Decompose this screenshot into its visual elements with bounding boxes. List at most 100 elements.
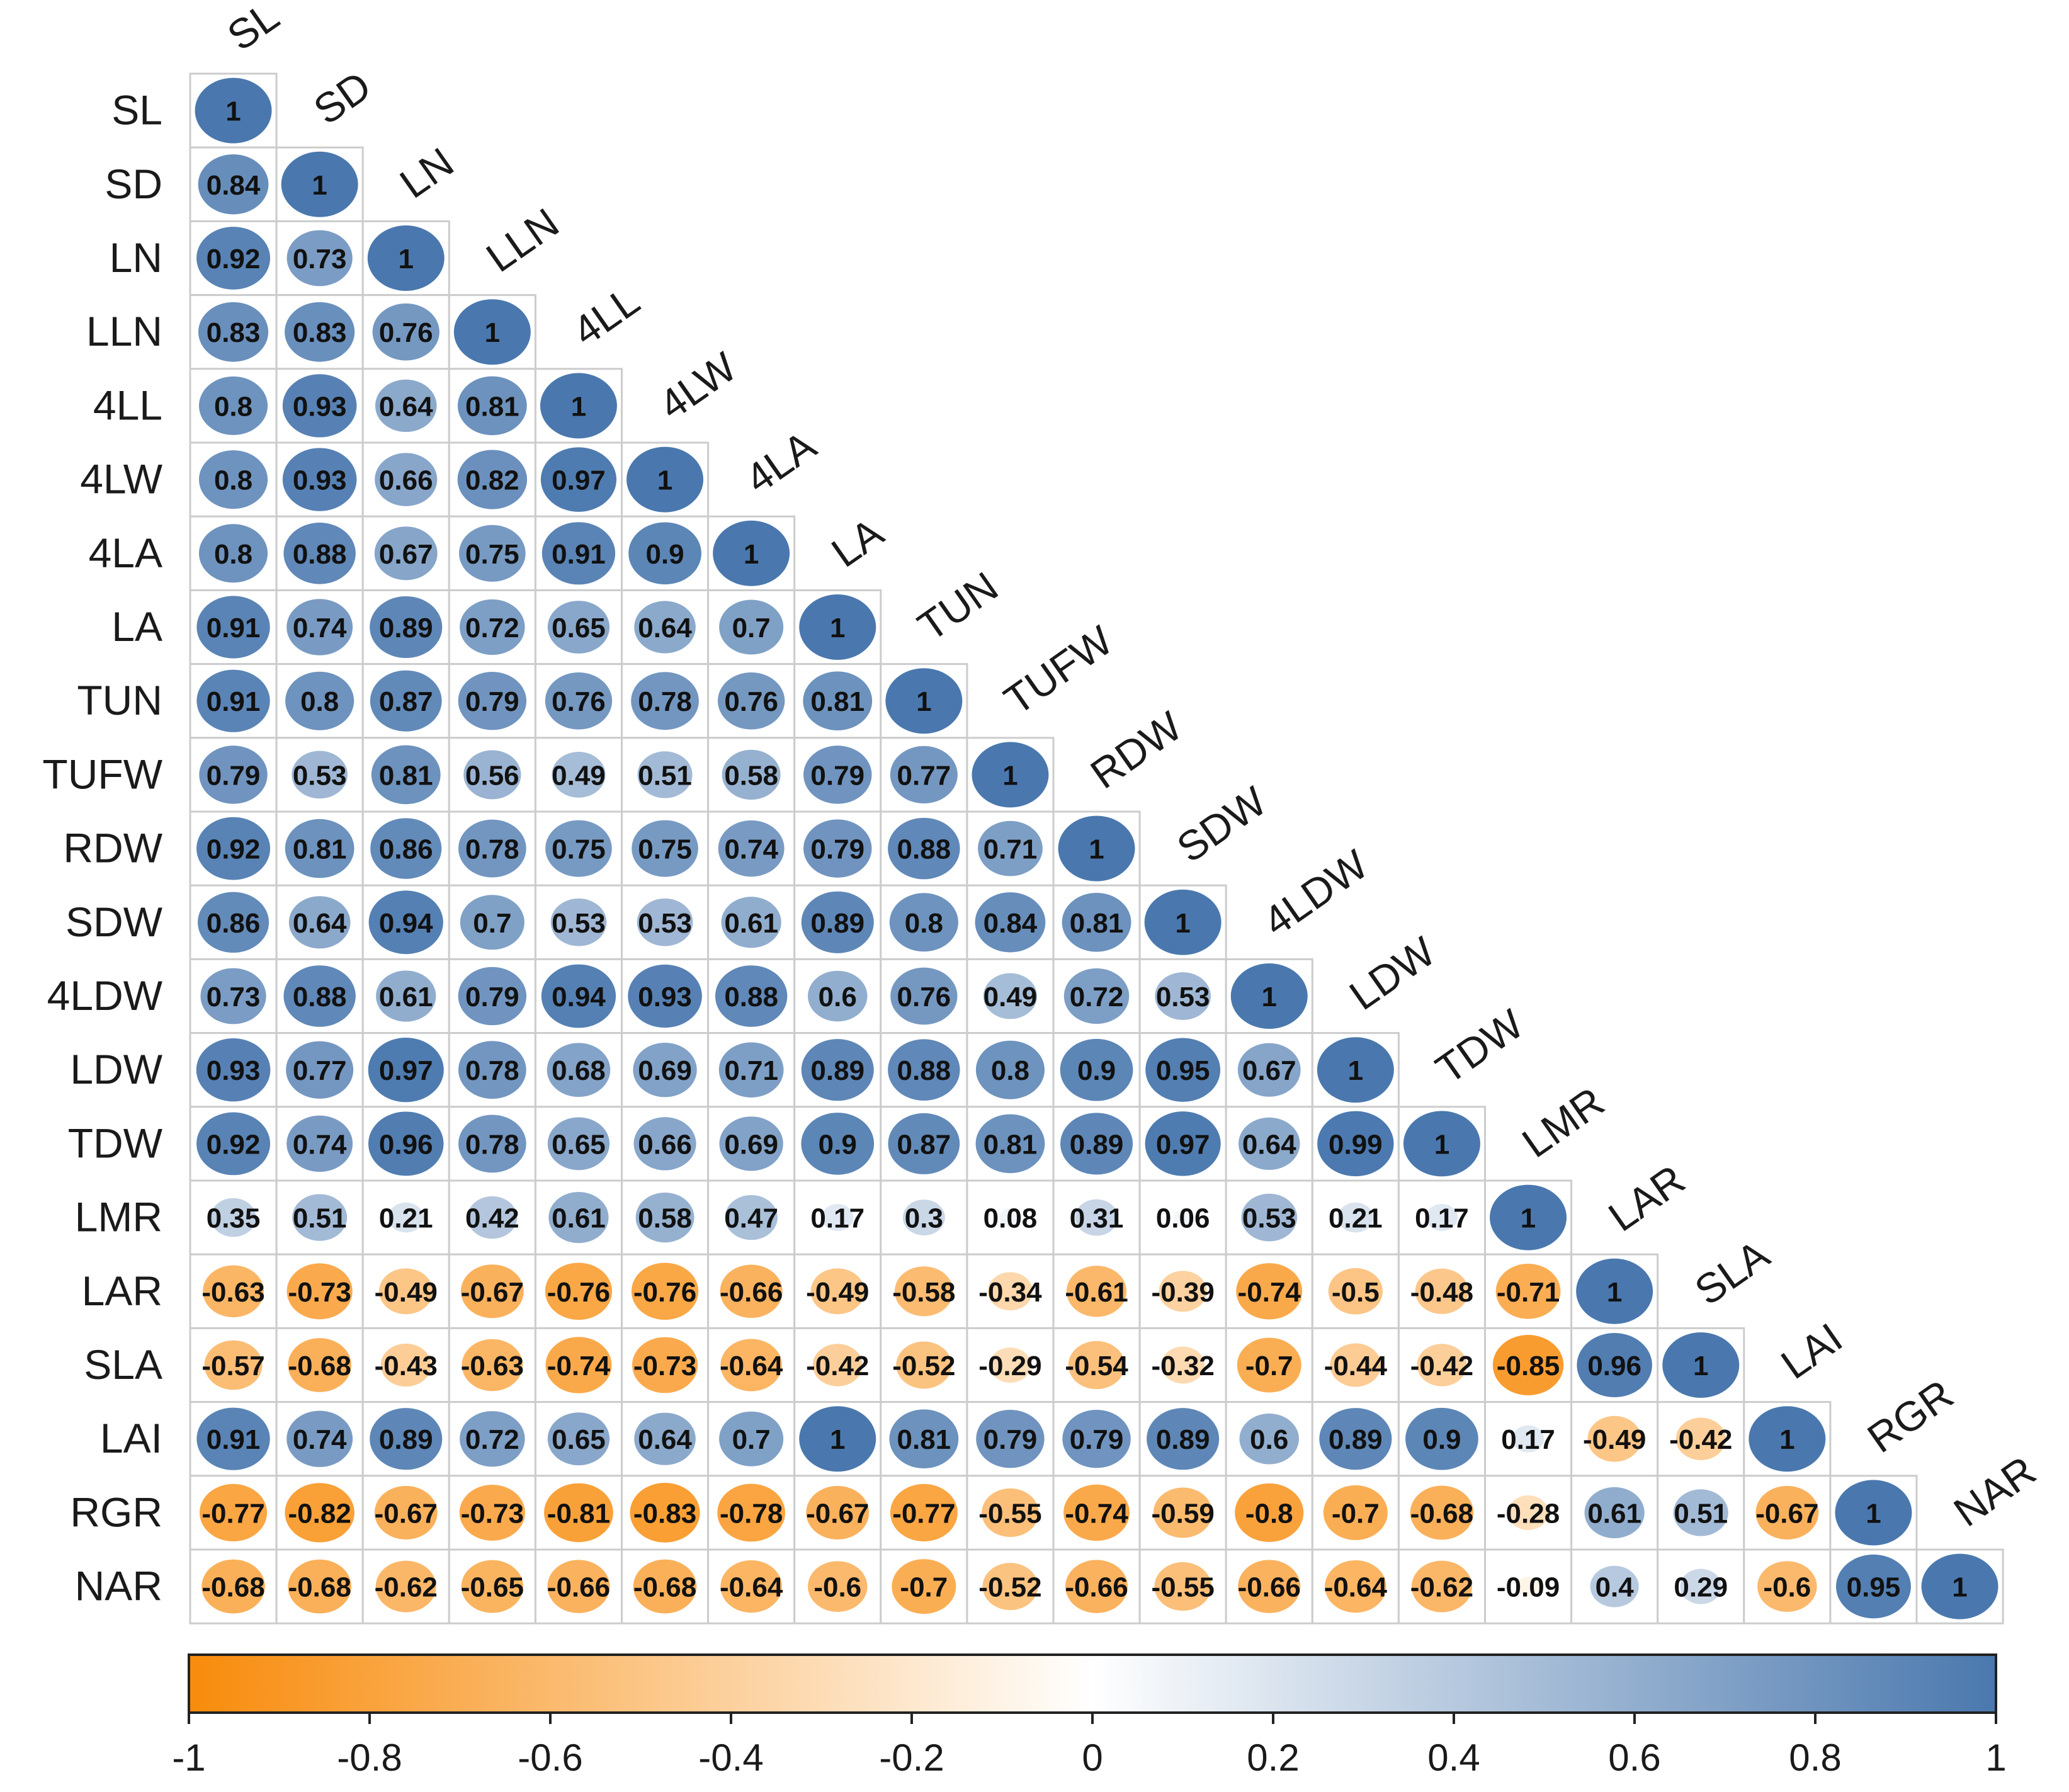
cell-RGR-LN: -0.67 xyxy=(361,1475,450,1551)
cell-LMR-4LW: 0.58 xyxy=(621,1179,710,1256)
cell-value: 1 xyxy=(1089,834,1104,865)
correlation-ellipse xyxy=(1161,1346,1205,1384)
cell-value: -0.66 xyxy=(720,1277,783,1308)
row-label-SLA: SLA xyxy=(84,1341,162,1388)
correlation-ellipse xyxy=(375,453,438,506)
correlation-ellipse xyxy=(637,751,693,798)
cell-value: 0.76 xyxy=(897,982,951,1012)
cell-SLA-LN: -0.43 xyxy=(361,1327,450,1404)
cell-LDW-4LA: 0.71 xyxy=(707,1032,796,1108)
cell-NAR-4LL: -0.66 xyxy=(534,1548,623,1625)
cell-RDW-4LL: 0.75 xyxy=(534,810,623,887)
cell-value: 0.42 xyxy=(465,1203,519,1234)
cell-TDW-LLN: 0.78 xyxy=(448,1106,536,1182)
correlation-ellipse xyxy=(976,1409,1045,1468)
cell-LDW-SDW: 0.95 xyxy=(1138,1032,1227,1108)
correlation-ellipse xyxy=(1236,1263,1303,1320)
cell-LAR-TUFW: -0.34 xyxy=(966,1253,1055,1329)
correlation-ellipse xyxy=(1576,1258,1653,1324)
cell-TUN-SL: 0.91 xyxy=(189,663,278,739)
cell-value: 0.53 xyxy=(293,760,347,791)
correlation-ellipse xyxy=(286,1115,353,1172)
cell-value: 0.9 xyxy=(1077,1055,1116,1086)
cell-LDW-TUN: 0.88 xyxy=(880,1032,968,1108)
cell-LAR-SL: -0.63 xyxy=(189,1253,278,1329)
column-label-NAR: NAR xyxy=(1946,1447,2044,1536)
correlation-ellipse xyxy=(1062,1409,1131,1468)
colorbar-tick-label: 0.8 xyxy=(1789,1737,1841,1779)
cell-value: 0.78 xyxy=(465,834,519,865)
cell-value: 0.97 xyxy=(552,465,606,496)
cell-LDW-LA: 0.89 xyxy=(793,1032,882,1108)
row-label-LA: LA xyxy=(111,603,162,650)
cell-NAR-SL: -0.68 xyxy=(189,1548,278,1625)
correlation-ellipse xyxy=(196,817,271,880)
cell-TUFW-LN: 0.81 xyxy=(361,737,450,813)
correlation-ellipse xyxy=(1239,1413,1300,1465)
cell-value: 0.89 xyxy=(810,908,864,939)
cell-value: 0.74 xyxy=(293,1424,347,1455)
cell-LLN-LLN: 1 xyxy=(448,294,536,370)
correlation-ellipse xyxy=(196,1112,271,1176)
correlation-ellipse xyxy=(1066,1266,1127,1317)
correlation-ellipse xyxy=(281,151,358,217)
correlation-ellipse xyxy=(715,965,788,1027)
cell-value: -0.29 xyxy=(978,1351,1041,1381)
cell-NAR-SD: -0.68 xyxy=(275,1548,364,1625)
correlation-ellipse xyxy=(198,376,268,435)
correlation-ellipse xyxy=(1145,1111,1221,1176)
cell-NAR-LMR: -0.09 xyxy=(1484,1548,1573,1625)
cell-4LDW-SDW: 0.53 xyxy=(1138,958,1227,1035)
cell-value: 0.53 xyxy=(552,908,606,939)
correlation-ellipse xyxy=(459,525,526,582)
cell-value: 1 xyxy=(830,1424,845,1455)
correlation-ellipse xyxy=(196,1407,270,1470)
cell-value: 1 xyxy=(1521,1203,1536,1234)
cell-LMR-LDW: 0.21 xyxy=(1311,1179,1400,1256)
column-label-4LW: 4LW xyxy=(650,343,745,428)
cell-NAR-TUFW: -0.52 xyxy=(966,1548,1055,1625)
cell-LAI-LAR: -0.49 xyxy=(1570,1401,1659,1477)
cell-LDW-SD: 0.77 xyxy=(275,1032,364,1108)
correlation-ellipse xyxy=(372,303,439,361)
correlation-ellipse xyxy=(635,1192,694,1243)
cell-value: 0.97 xyxy=(1156,1129,1210,1160)
cell-SD-SD: 1 xyxy=(275,146,364,222)
cell-4LDW-LN: 0.61 xyxy=(361,958,450,1035)
correlation-ellipse xyxy=(892,1559,956,1614)
cell-4LW-SD: 0.93 xyxy=(275,441,364,518)
cell-value: -0.68 xyxy=(633,1572,696,1603)
correlation-ellipse xyxy=(550,898,607,946)
cell-value: -0.66 xyxy=(1065,1572,1128,1603)
cell-LAR-TUN: -0.58 xyxy=(880,1253,968,1329)
cell-NAR-4LW: -0.68 xyxy=(621,1548,710,1625)
cell-SLA-SD: -0.68 xyxy=(275,1327,364,1404)
cell-SDW-TUFW: 0.84 xyxy=(966,884,1055,960)
correlation-ellipse xyxy=(547,1560,610,1613)
cell-LDW-LN: 0.97 xyxy=(361,1032,450,1108)
cell-TUFW-TUFW: 1 xyxy=(966,737,1055,813)
correlation-ellipse xyxy=(983,973,1038,1019)
correlation-ellipse xyxy=(460,1264,524,1318)
cell-4LL-LN: 0.64 xyxy=(361,368,450,444)
correlation-ellipse xyxy=(460,895,524,950)
cell-LMR-LLN: 0.42 xyxy=(448,1179,536,1256)
correlation-ellipse xyxy=(632,820,698,877)
cell-value: 0.73 xyxy=(293,244,347,275)
cell-RDW-RDW: 1 xyxy=(1052,810,1141,887)
cell-value: 1 xyxy=(1952,1572,1967,1603)
cell-NAR-SDW: -0.55 xyxy=(1138,1548,1227,1625)
cell-value: 0.79 xyxy=(983,1424,1038,1455)
cell-4LDW-4LA: 0.88 xyxy=(707,958,796,1035)
correlation-ellipse xyxy=(547,1412,610,1466)
cell-value: 0.9 xyxy=(645,539,684,570)
correlation-ellipse xyxy=(1058,815,1135,882)
cell-value: 0.79 xyxy=(1070,1424,1124,1455)
cell-value: -0.39 xyxy=(1152,1277,1215,1308)
cell-value: -0.49 xyxy=(806,1277,869,1308)
cell-LAI-SL: 0.91 xyxy=(189,1401,278,1477)
cell-value: 0.73 xyxy=(207,982,261,1012)
cell-TDW-4LDW: 0.64 xyxy=(1225,1106,1313,1182)
correlation-ellipse xyxy=(1507,1495,1549,1530)
correlation-ellipse xyxy=(1317,1111,1394,1177)
